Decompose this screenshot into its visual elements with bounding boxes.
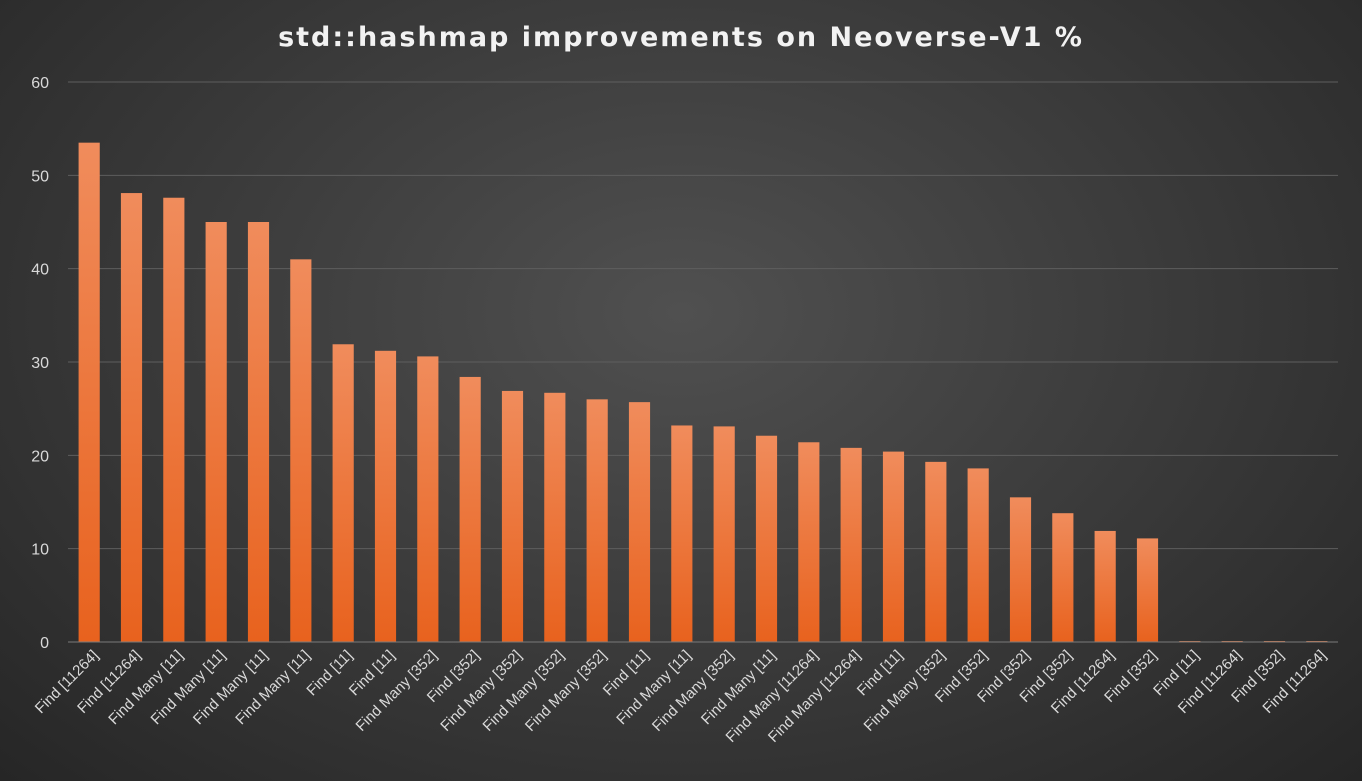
bar xyxy=(925,461,947,642)
bar xyxy=(374,350,397,642)
bar xyxy=(1009,497,1032,642)
bar xyxy=(671,425,693,642)
bar xyxy=(1136,538,1159,642)
bar xyxy=(247,222,270,642)
bar xyxy=(798,442,820,642)
y-tick-label: 30 xyxy=(31,355,49,372)
y-tick-label: 40 xyxy=(31,262,49,279)
bar xyxy=(501,390,524,642)
y-tick-label: 0 xyxy=(40,635,49,652)
bar xyxy=(163,197,185,642)
bar xyxy=(332,344,354,642)
bar xyxy=(882,451,905,642)
bar xyxy=(628,402,651,642)
y-tick-label: 20 xyxy=(31,448,49,465)
bar xyxy=(205,222,227,642)
x-tick-label: Find Many [11] xyxy=(190,647,271,728)
bar xyxy=(417,356,439,642)
x-tick-label: Find [11] xyxy=(303,647,356,700)
x-tick-label: Find Many [11] xyxy=(232,647,313,728)
bar xyxy=(1094,530,1116,642)
bar xyxy=(967,468,989,642)
bar xyxy=(78,142,100,642)
bar xyxy=(755,435,778,642)
bar xyxy=(586,399,608,642)
x-tick-label: Find Many [11] xyxy=(698,647,779,728)
x-tick-label: Find Many [11] xyxy=(148,647,229,728)
bar xyxy=(1052,513,1074,642)
bar xyxy=(840,447,862,642)
bar xyxy=(120,193,143,643)
bar xyxy=(713,426,735,642)
y-tick-label: 50 xyxy=(31,168,49,185)
bar xyxy=(290,259,312,642)
bar xyxy=(544,392,566,642)
y-tick-label: 60 xyxy=(31,75,49,92)
y-tick-label: 10 xyxy=(31,542,49,559)
gridlines xyxy=(68,81,1338,550)
y-axis-tick-labels: 0 10 20 30 40 50 60 xyxy=(31,75,49,652)
x-tick-label: Find Many [11] xyxy=(613,647,694,728)
x-tick-label: Find Many [11] xyxy=(105,647,186,728)
bar xyxy=(459,376,481,642)
x-axis-tick-labels: Find [11264]Find [11264]Find Many [11]Fi… xyxy=(32,647,1330,746)
bars xyxy=(78,142,1328,643)
chart-title: std::hashmap improvements on Neoverse-V1… xyxy=(278,22,1084,53)
